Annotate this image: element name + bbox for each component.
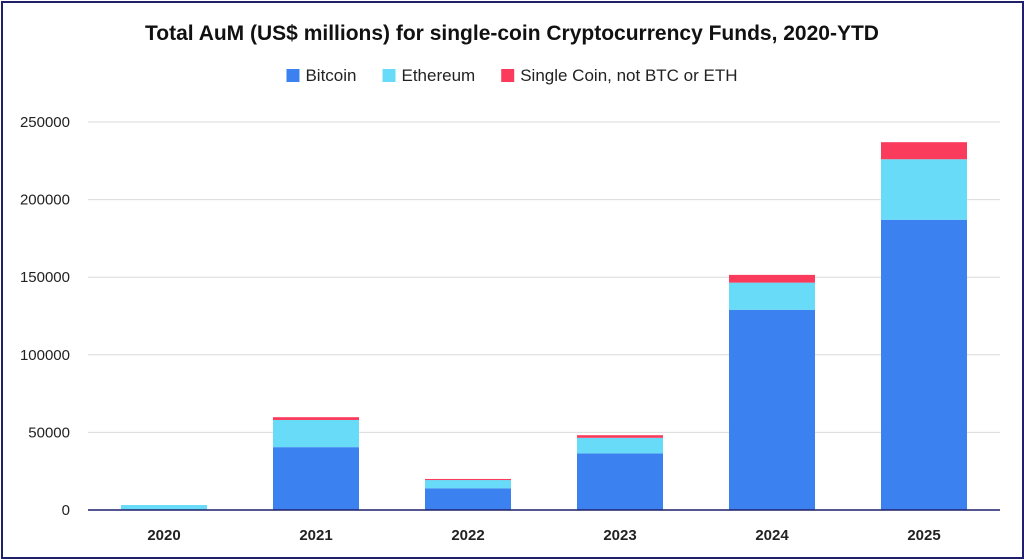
bar-single-coin-not-btc-or-eth-2024 [729,274,815,283]
x-axis-ticks: 2020 2021 2022 2023 2024 2025 [147,527,940,544]
bar-single-coin-not-btc-or-eth-2022 [425,478,511,481]
x-tick-label: 2023 [603,527,636,544]
y-tick-label: 100000 [20,347,70,364]
x-tick-label: 2025 [907,527,940,544]
y-tick-label: 0 [62,502,70,519]
bar-bitcoin-2022 [425,488,511,510]
y-tick-label: 200000 [20,192,70,209]
legend-label: Single Coin, not BTC or ETH [520,66,737,85]
bar-single-coin-not-btc-or-eth-2025 [881,142,967,160]
x-tick-label: 2020 [147,527,180,544]
bar-single-coin-not-btc-or-eth-2021 [273,417,359,420]
bars [121,142,967,510]
legend: Bitcoin Ethereum Single Coin, not BTC or E… [286,66,738,85]
legend-swatch [286,69,300,82]
legend-label: Bitcoin [305,66,356,85]
legend-swatch [501,69,515,82]
y-tick-label: 150000 [20,269,70,286]
bar-bitcoin-2021 [273,447,359,510]
bar-ethereum-2022 [425,480,511,489]
bar-ethereum-2021 [273,419,359,448]
bar-single-coin-not-btc-or-eth-2023 [577,435,663,438]
y-axis-ticks: 0 50000 100000 150000 200000 250000 [20,114,70,519]
x-tick-label: 2022 [451,527,484,544]
bar-bitcoin-2023 [577,453,663,510]
x-tick-label: 2021 [299,527,332,544]
legend-label: Ethereum [402,66,476,85]
y-tick-label: 250000 [20,114,70,131]
bar-ethereum-2024 [729,282,815,310]
bar-bitcoin-2025 [881,219,967,510]
x-tick-label: 2024 [755,527,789,544]
legend-item-single-coin-not-btc-or-eth: Single Coin, not BTC or ETH [501,66,738,85]
gridlines [88,121,1000,433]
legend-swatch [382,69,396,82]
legend-item-ethereum: Ethereum [382,66,476,85]
bar-ethereum-2025 [881,159,967,220]
legend-item-bitcoin: Bitcoin [286,66,357,85]
bar-ethereum-2020 [121,505,207,510]
bar-bitcoin-2024 [729,309,815,510]
bar-ethereum-2023 [577,437,663,454]
chart-title: Total AuM (US$ millions) for single-coin… [145,22,879,45]
y-tick-label: 50000 [28,424,70,441]
